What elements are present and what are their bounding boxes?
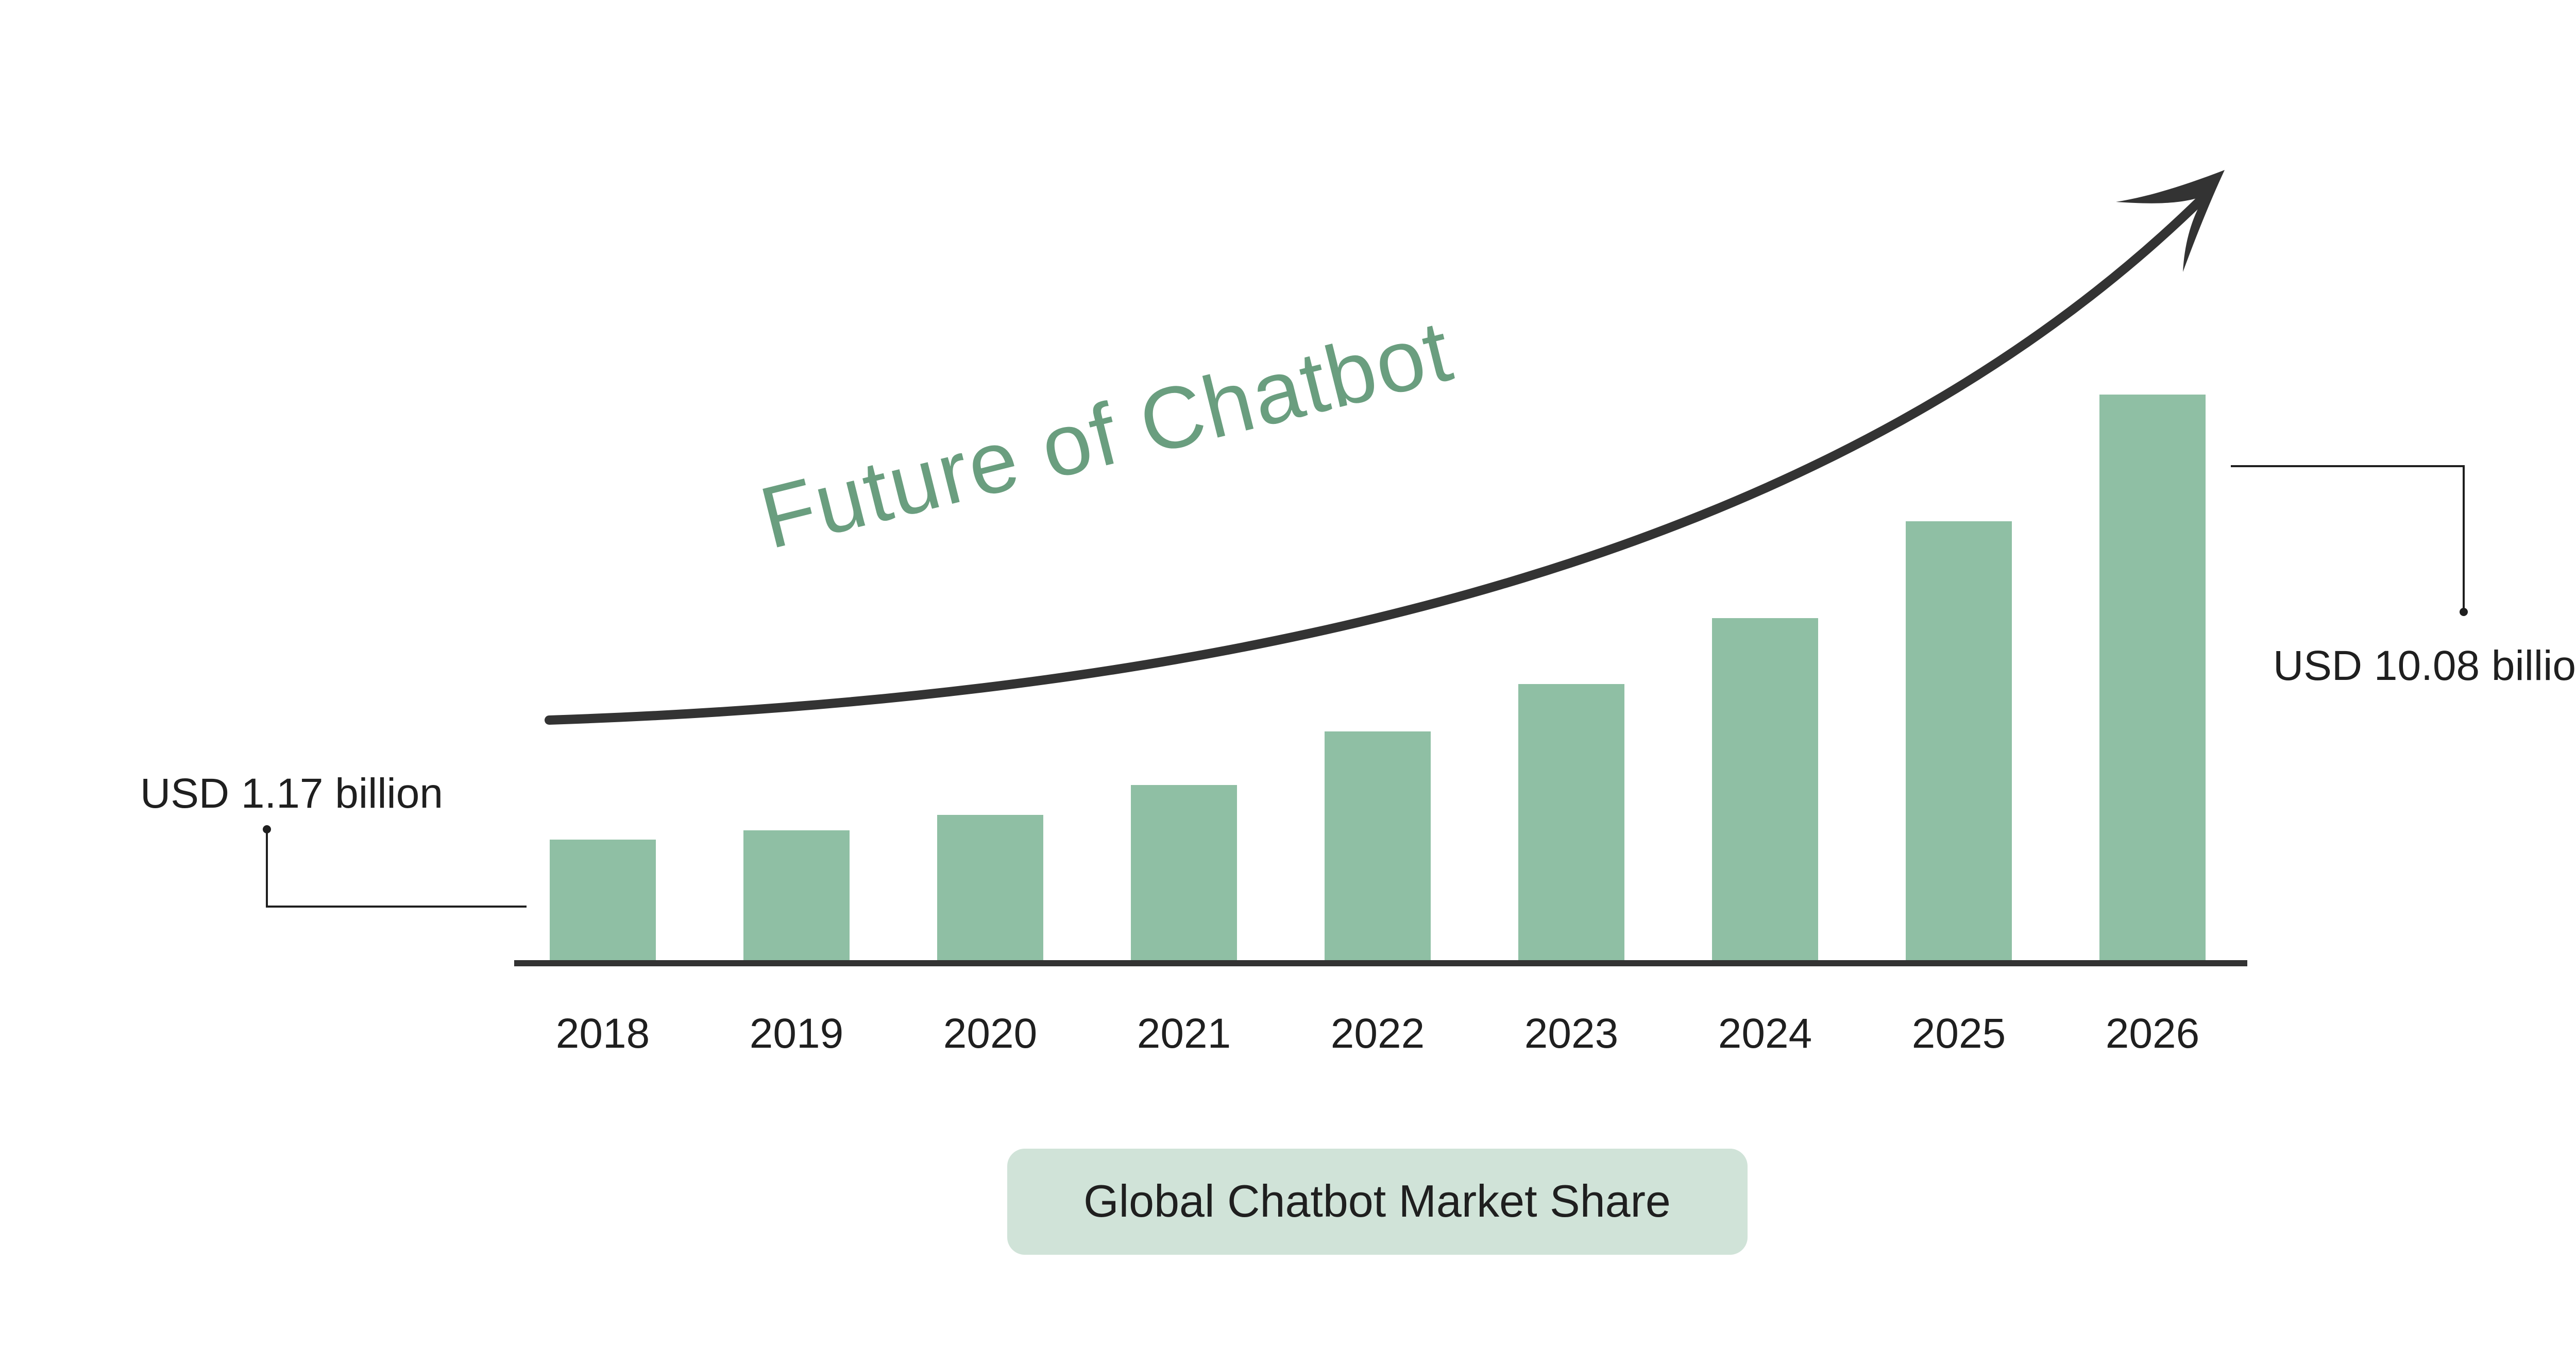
x-tick-2018: 2018 (556, 1010, 650, 1057)
x-tick-2023: 2023 (1524, 1010, 1618, 1057)
x-tick-2021: 2021 (1137, 1010, 1231, 1057)
bar-2024 (1712, 618, 1818, 960)
bar-2023 (1518, 684, 1624, 960)
bars (550, 395, 2206, 960)
x-tick-labels: 2018 2019 2020 2021 2022 2023 2024 2025 2026 (556, 1010, 2199, 1057)
x-tick-2022: 2022 (1331, 1010, 1425, 1057)
callout-last-dot (2460, 608, 2468, 616)
chart-title: Future of Chatbot (751, 301, 1462, 568)
trend-arrow-head (2116, 170, 2225, 272)
x-tick-2025: 2025 (1912, 1010, 2006, 1057)
bar-2020 (937, 815, 1043, 960)
bar-2018 (550, 840, 656, 960)
bar-2025 (1906, 521, 2012, 960)
callout-last-leader (2231, 465, 2465, 612)
chart-subtitle: Global Chatbot Market Share (1083, 1175, 1671, 1226)
callout-first-value: USD 1.17 billion (140, 770, 443, 817)
bar-2026 (2099, 395, 2206, 960)
x-tick-2019: 2019 (750, 1010, 843, 1057)
bar-2019 (743, 830, 850, 960)
x-tick-2024: 2024 (1718, 1010, 1812, 1057)
callout-last-value: USD 10.08 billion (2273, 642, 2576, 689)
bar-2021 (1131, 785, 1237, 960)
x-tick-2026: 2026 (2106, 1010, 2199, 1057)
subtitle-badge (1007, 1149, 1748, 1255)
trend-arrow-curve (545, 191, 2210, 725)
x-tick-2020: 2020 (943, 1010, 1037, 1057)
callout-first-leader (266, 829, 527, 908)
bar-2022 (1325, 731, 1431, 960)
